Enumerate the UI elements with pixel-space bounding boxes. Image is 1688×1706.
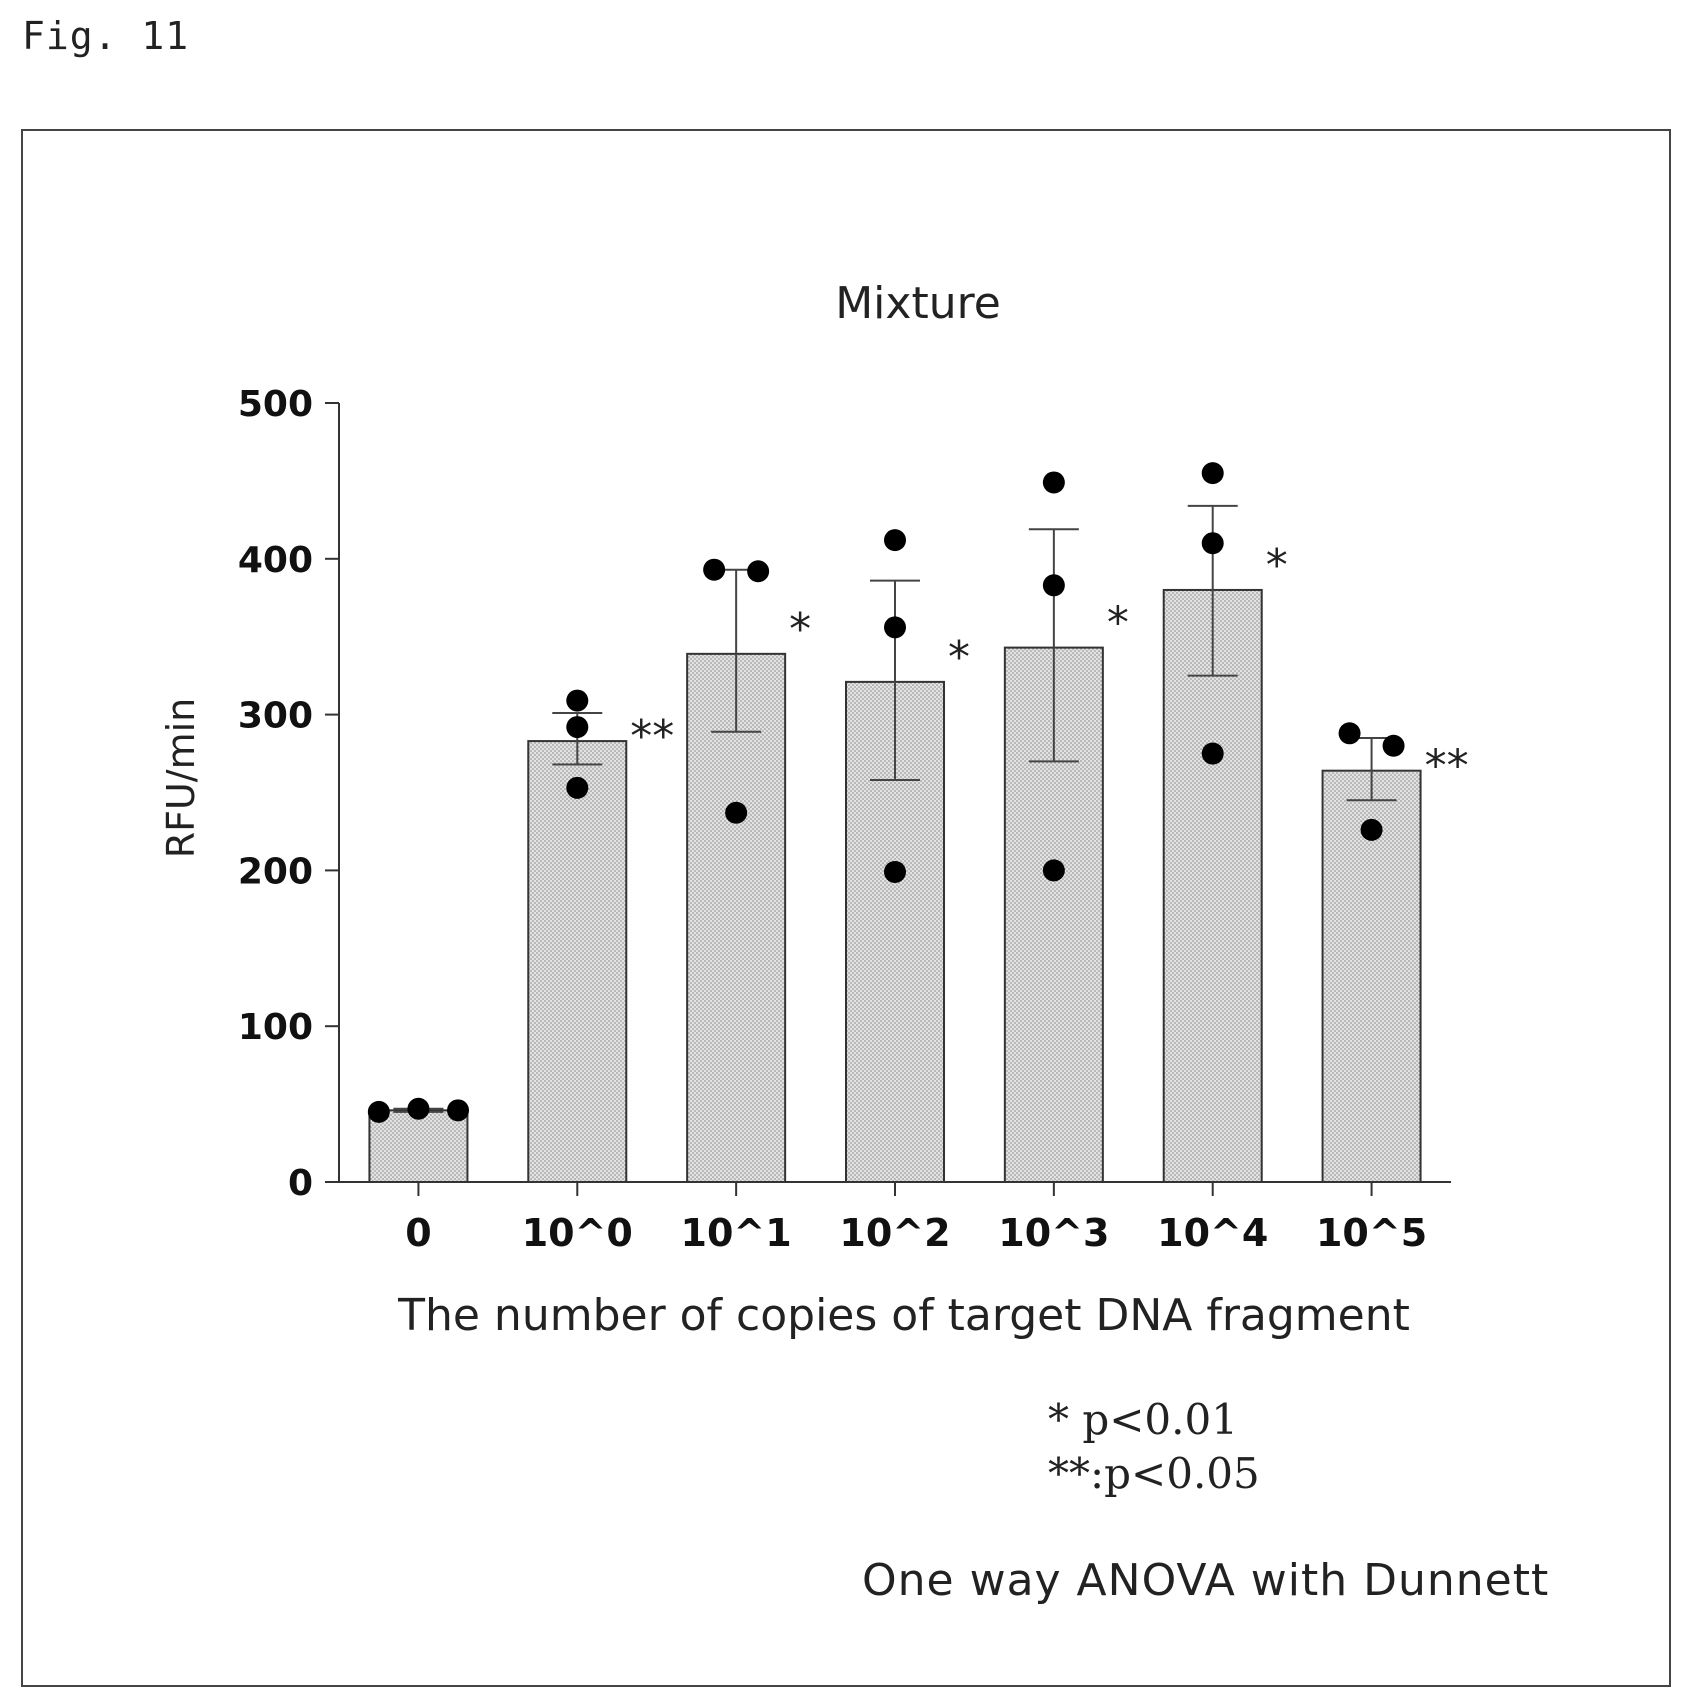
data-point: [1201, 462, 1224, 485]
significance-marker: *: [1107, 598, 1129, 649]
y-axis-label: RFU/min: [159, 698, 203, 859]
data-point: [1201, 742, 1224, 765]
bar: [1162, 588, 1263, 1183]
data-point: [884, 860, 906, 883]
x-tick-label: 10^5: [1316, 1211, 1427, 1255]
x-tick-label: 10^3: [998, 1211, 1109, 1255]
data-point: [447, 1099, 470, 1122]
significance-marker: *: [789, 604, 811, 655]
data-point: [1382, 734, 1405, 757]
x-tick-label: 10^0: [522, 1211, 633, 1255]
data-point: [1201, 532, 1224, 555]
significance-note-2: **:p<0.05: [1048, 1449, 1260, 1498]
bar: [527, 740, 628, 1183]
chart-title: Mixture: [835, 278, 1001, 329]
data-point: [1042, 859, 1065, 882]
data-point: [566, 776, 589, 799]
significance-marker: **: [630, 711, 674, 762]
y-tick-label: 200: [238, 851, 313, 892]
data-point: [884, 616, 906, 639]
data-point: [884, 529, 906, 552]
method-note: One way ANOVA with Dunnett: [862, 1555, 1550, 1606]
y-tick-label: 0: [288, 1163, 313, 1204]
data-point: [1338, 722, 1361, 745]
data-point: [566, 716, 589, 739]
figure-label: Fig. 11: [22, 14, 190, 58]
y-tick-label: 100: [238, 1007, 313, 1048]
data-point: [1042, 574, 1065, 597]
figure-frame: [21, 129, 1671, 1687]
data-point: [566, 689, 589, 712]
significance-marker: *: [1266, 540, 1288, 591]
data-point: [367, 1100, 390, 1123]
y-tick-label: 500: [238, 384, 313, 425]
x-tick-label: 10^2: [839, 1211, 950, 1255]
data-point: [747, 560, 770, 583]
data-point: [407, 1097, 430, 1120]
x-tick-label: 10^4: [1157, 1211, 1268, 1255]
y-tick-label: 400: [238, 540, 313, 581]
data-point: [703, 558, 726, 581]
x-tick-label: 0: [405, 1211, 431, 1255]
y-tick-label: 300: [238, 696, 313, 737]
bar: [686, 652, 787, 1183]
significance-marker: **: [1425, 741, 1469, 792]
significance-marker: *: [948, 632, 970, 683]
x-axis-label: The number of copies of target DNA fragm…: [397, 1290, 1410, 1341]
data-point: [1360, 818, 1383, 841]
data-point: [1042, 471, 1065, 494]
data-point: [725, 801, 748, 824]
x-tick-label: 10^1: [681, 1211, 792, 1255]
significance-note-1: * p<0.01: [1048, 1395, 1238, 1444]
